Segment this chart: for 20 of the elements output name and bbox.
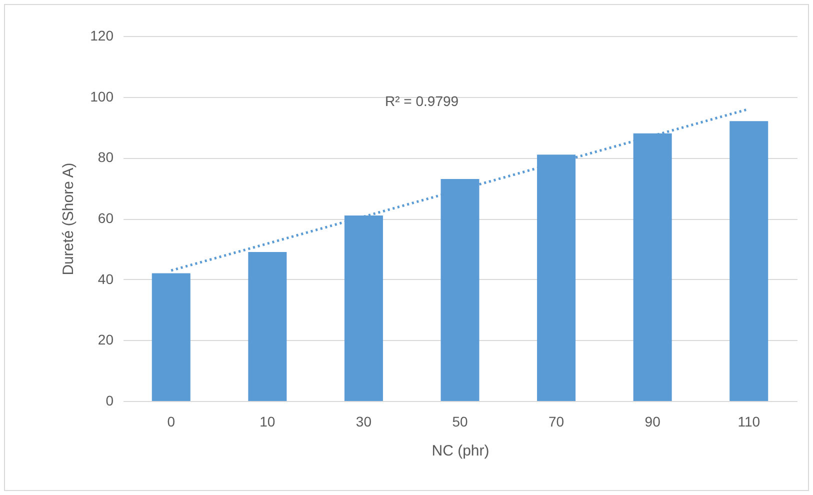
- bar: [730, 121, 768, 401]
- y-tick-label: 0: [106, 392, 114, 408]
- y-tick-label: 60: [98, 210, 114, 226]
- x-tick-label: 10: [260, 414, 276, 430]
- y-tick-label: 80: [98, 149, 114, 166]
- x-tick-label: 50: [452, 414, 468, 430]
- y-tick-label: 20: [98, 332, 114, 348]
- bar: [248, 252, 287, 401]
- x-tick-label: 0: [167, 414, 176, 430]
- bar: [152, 273, 190, 401]
- y-tick-label: 40: [98, 270, 114, 287]
- x-tick-label: 30: [356, 414, 372, 430]
- x-tick-label: 90: [644, 414, 661, 430]
- x-tick-label: 70: [548, 414, 564, 430]
- annotation: R² = 0.9799: [385, 93, 459, 109]
- y-tick-label: 100: [90, 88, 114, 104]
- x-tick-label: 110: [738, 414, 760, 430]
- x-axis-title: NC (phr): [432, 442, 490, 460]
- y-tick-label: 120: [90, 28, 114, 44]
- y-axis-title: Dureté (Shore A): [60, 162, 78, 276]
